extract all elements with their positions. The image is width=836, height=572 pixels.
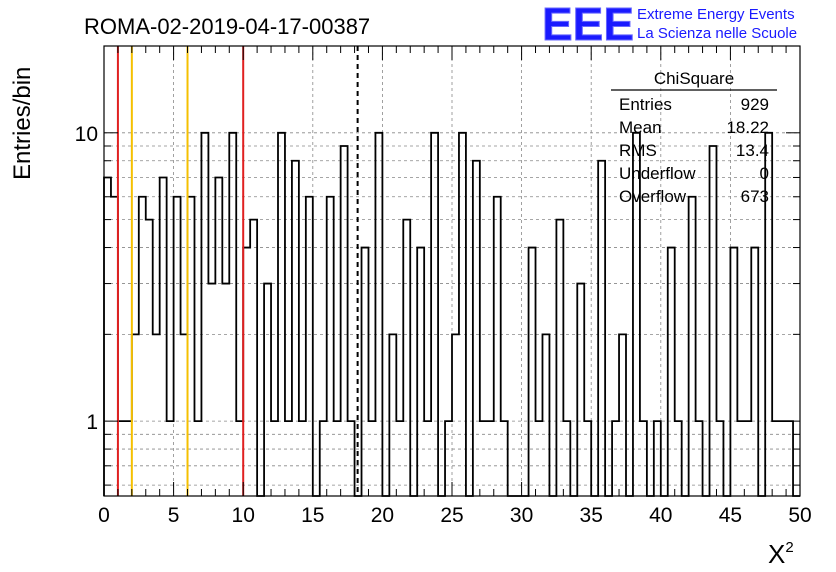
histogram-outline <box>103 131 800 497</box>
x-axis-label-sup: 2 <box>785 539 793 556</box>
stats-title: ChiSquare <box>654 69 734 88</box>
y-tick-label: 10 <box>75 123 98 146</box>
logo-line1: Extreme Energy Events <box>637 6 795 23</box>
y-axis-label: Entries/bin <box>9 67 36 180</box>
x-tick-label: 45 <box>719 504 742 527</box>
x-tick-label: 50 <box>788 504 811 527</box>
stats-label: Underflow <box>619 164 696 183</box>
x-tick-label: 25 <box>440 504 463 527</box>
x-tick-label: 35 <box>580 504 603 527</box>
stats-label: RMS <box>619 141 657 160</box>
x-tick-label: 40 <box>649 504 672 527</box>
x-tick-label: 5 <box>168 504 180 527</box>
x-tick-label: 0 <box>98 504 110 527</box>
stats-box: ChiSquare Entries 929 Mean 18.22 RMS 13.4 Unde… <box>611 69 777 206</box>
stats-label: Overflow <box>619 187 687 206</box>
stats-label: Entries <box>619 95 672 114</box>
stats-value: 18.22 <box>726 118 769 137</box>
x-axis-label: X2 <box>768 539 794 569</box>
stats-value: 13.4 <box>736 141 769 160</box>
x-tick-label: 20 <box>371 504 394 527</box>
stats-value: 929 <box>741 95 769 114</box>
x-tick-label: 30 <box>510 504 533 527</box>
x-tick-label: 10 <box>232 504 255 527</box>
x-axis-label-main: X <box>768 539 785 569</box>
eee-logo: EEE <box>542 0 634 50</box>
y-tick-label: 1 <box>86 411 98 434</box>
stats-value: 673 <box>741 187 769 206</box>
plot-area: 0 5 10 15 20 25 30 35 40 45 50 1 10 <box>75 45 812 527</box>
x-tick-label: 15 <box>301 504 324 527</box>
stats-value: 0 <box>760 164 769 183</box>
run-title: ROMA-02-2019-04-17-00387 <box>84 14 370 39</box>
stats-label: Mean <box>619 118 662 137</box>
logo-line2: La Scienza nelle Scuole <box>637 25 797 42</box>
